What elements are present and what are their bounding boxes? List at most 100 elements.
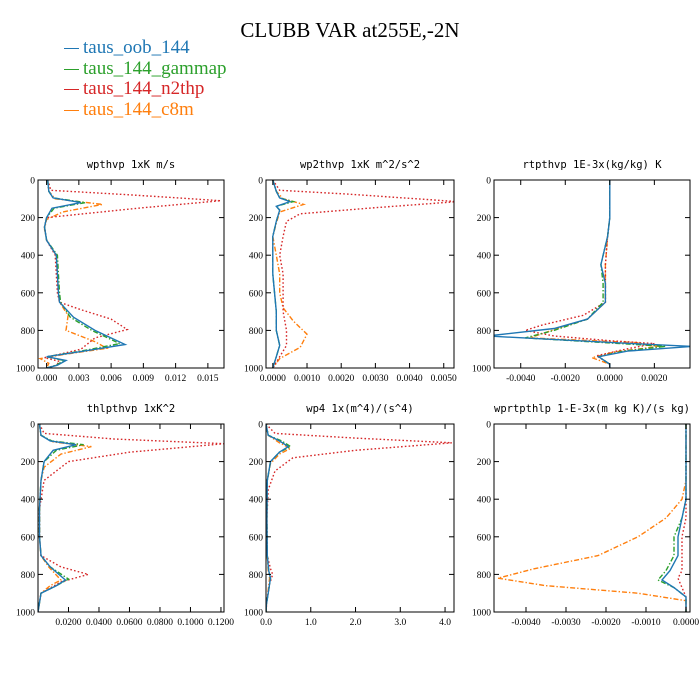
x-tick-label: 0.0800 [147, 618, 173, 628]
series-line-taus_144_gammap [525, 180, 666, 368]
x-tick-label: 0.1000 [177, 618, 203, 628]
x-tick-label: 0.015 [197, 374, 219, 384]
y-tick-label: 200 [477, 458, 492, 468]
y-tick-label: 200 [21, 458, 36, 468]
x-tick-label: -0.0040 [506, 374, 536, 384]
series-line-taus_144_n2thp [272, 180, 454, 368]
plot-frame [493, 423, 691, 613]
plot-frame [37, 423, 225, 613]
y-tick-label: 0 [258, 177, 263, 187]
series-line-taus_oob_144 [43, 180, 128, 368]
legend-label: taus_oob_144 [83, 37, 190, 58]
y-tick-label: 600 [477, 289, 492, 299]
legend-line-swatch [64, 48, 79, 50]
y-tick-label: 800 [21, 571, 36, 581]
y-tick-label: 400 [477, 496, 492, 506]
panel-title: thlpthvp 1xK^2 [87, 403, 176, 415]
y-tick-label: 800 [477, 571, 492, 581]
x-tick-label: 0.000 [36, 374, 58, 384]
x-tick-label: 0.0200 [55, 618, 81, 628]
y-tick-label: 600 [21, 289, 36, 299]
y-tick-label: 0 [486, 421, 491, 431]
y-tick-label: 400 [477, 252, 492, 262]
chart-panel-2: wp2thvp 1xK m^2/s^2020040060080010000.00… [244, 159, 457, 384]
panel-title: wprtpthlp 1-E-3x(m kg K)/(s kg) [494, 403, 690, 415]
x-tick-label: -0.0040 [511, 618, 541, 628]
y-tick-label: 600 [249, 533, 264, 543]
series-line-taus_144_n2thp [266, 424, 452, 612]
legend-line-swatch [64, 89, 79, 91]
x-tick-label: -0.0030 [551, 618, 581, 628]
x-tick-label: 3.0 [394, 618, 406, 628]
plot-frame [265, 423, 455, 613]
legend-label: taus_144_gammap [83, 57, 227, 79]
y-tick-label: 600 [477, 533, 492, 543]
panel-title: wp4 1x(m^4)/(s^4) [306, 403, 413, 415]
y-tick-label: 0 [30, 177, 35, 187]
chart-panel-3: rtpthvp 1E-3x(kg/kg) K 0 200 400 600 800 1000 -… [472, 159, 691, 384]
series-line-taus_144_gammap [272, 180, 296, 368]
series-group [38, 424, 224, 612]
legend-line-swatch [64, 109, 79, 111]
y-tick-label: 800 [21, 327, 36, 337]
chart-panel-4: thlpthvp 1xK^2 0 200 400 600 800 1000 0.0200 0.0… [16, 403, 234, 628]
legend: taus_oob_144 taus_144_gammap taus_144_n2th… [64, 37, 227, 120]
y-tick-label: 400 [21, 496, 36, 506]
y-tick-label: 1000 [472, 609, 491, 619]
x-tick-label: -0.0020 [591, 618, 621, 628]
series-line-taus_oob_144 [38, 424, 77, 612]
y-tick-label: 0 [30, 421, 35, 431]
series-line-taus_oob_144 [494, 180, 690, 368]
chart-panel-6: wprtpthlp 1-E-3x(m kg K)/(s kg)0 200 400 60… [472, 403, 699, 628]
series-line-taus_144_c8m [38, 180, 109, 368]
plot-frame [37, 179, 225, 369]
series-line-taus_oob_144 [660, 424, 687, 612]
legend-line-swatch [64, 68, 79, 70]
series-line-taus_144_n2thp [38, 424, 224, 612]
y-tick-label: 400 [249, 252, 264, 262]
series-group [272, 180, 454, 368]
x-tick-label: 0.0040 [397, 374, 423, 384]
y-tick-label: 600 [21, 533, 36, 543]
y-tick-label: 200 [21, 214, 36, 224]
x-tick-label: 0.0050 [431, 374, 457, 384]
x-tick-label: 2.0 [350, 618, 362, 628]
y-tick-label: 400 [249, 496, 264, 506]
main-title: CLUBB VAR at255E,-2N [240, 18, 460, 42]
x-tick-label: 0.0000 [260, 374, 286, 384]
legend-label: taus_144_c8m [83, 98, 194, 120]
x-tick-label: 0.0000 [673, 618, 699, 628]
y-tick-label: 400 [21, 252, 36, 262]
y-tick-label: 800 [249, 327, 264, 337]
series-group [494, 180, 690, 368]
x-tick-label: 4.0 [439, 618, 451, 628]
x-tick-label: 0.0600 [116, 618, 142, 628]
panel-title: rtpthvp 1E-3x(kg/kg) K [522, 159, 662, 171]
x-tick-label: 0.012 [165, 374, 187, 384]
x-tick-label: -0.0010 [631, 618, 661, 628]
series-line-taus_oob_144 [266, 424, 290, 612]
y-tick-label: 1000 [244, 365, 263, 375]
series-line-taus_144_gammap [38, 424, 84, 612]
legend-item: taus_144_gammap [64, 57, 227, 80]
x-tick-label: 0.0400 [86, 618, 112, 628]
series-group [497, 424, 687, 612]
series-line-taus_144_n2thp [524, 180, 655, 368]
y-tick-label: 1000 [472, 365, 491, 375]
y-tick-label: 600 [249, 289, 264, 299]
y-tick-label: 200 [249, 214, 264, 224]
y-tick-label: 1000 [244, 609, 263, 619]
y-tick-label: 200 [249, 458, 264, 468]
x-tick-label: 0.003 [68, 374, 90, 384]
y-tick-label: 1000 [16, 365, 35, 375]
x-tick-label: 0.0010 [294, 374, 320, 384]
plot-frame [493, 179, 691, 369]
y-tick-label: 800 [249, 571, 264, 581]
x-tick-label: 0.0 [260, 618, 272, 628]
legend-label: taus_144_n2thp [83, 78, 205, 99]
x-tick-label: -0.0020 [551, 374, 581, 384]
series-line-taus_144_n2thp [43, 180, 221, 368]
